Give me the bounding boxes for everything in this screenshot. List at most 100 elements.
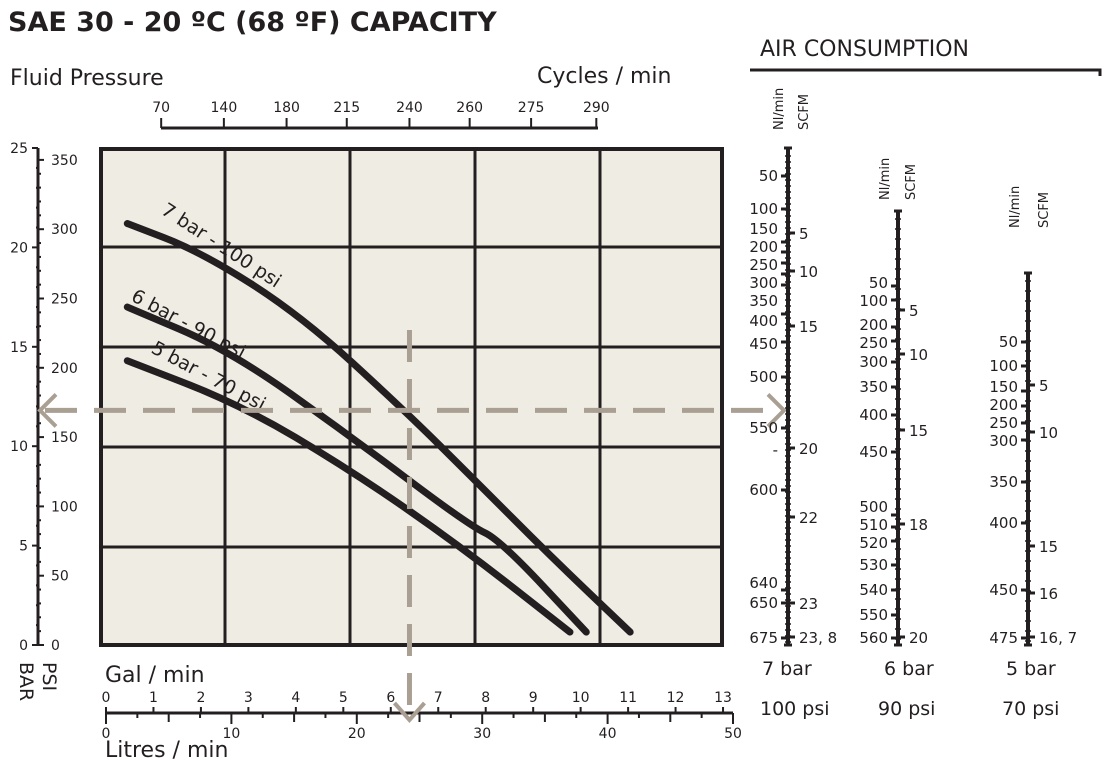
gal-tick-label: 12 <box>667 690 685 706</box>
nl-tick-label: 510 <box>859 516 888 534</box>
nl-tick-label: 500 <box>749 368 778 386</box>
gal-tick-label: 0 <box>102 690 111 706</box>
scfm-label: SCFM <box>797 94 812 130</box>
air-scale-bar-label: 6 bar <box>884 658 934 680</box>
chart-title: SAE 30 - 20 ºC (68 ºF) CAPACITY <box>8 7 497 38</box>
nl-tick-label: 300 <box>989 432 1018 450</box>
air-scale-bar-label: 7 bar <box>762 658 812 680</box>
psi-unit-label: PSI <box>38 662 60 691</box>
arrow-left-icon <box>37 393 58 428</box>
nl-tick-label: 450 <box>859 443 888 461</box>
nl-tick-label: 450 <box>989 581 1018 599</box>
nl-tick-label: 50 <box>999 333 1018 351</box>
gal-tick-label: 5 <box>339 690 348 706</box>
scfm-tick-label: 5 <box>799 225 809 243</box>
nl-tick-label: 50 <box>759 167 778 185</box>
arrow-right-icon <box>766 393 787 428</box>
air-scales: Nl/min SCFM501001502002503003504004505005… <box>749 88 1077 720</box>
gal-tick-label: 9 <box>529 690 538 706</box>
scfm-tick-label: 15 <box>909 422 928 440</box>
bar-unit-label: BAR <box>15 662 37 701</box>
cycles-tick-label: 215 <box>333 100 360 116</box>
nl-tick-label: 250 <box>989 414 1018 432</box>
cycles-tick-label: 240 <box>396 100 423 116</box>
scfm-tick-label: 10 <box>909 346 928 364</box>
gal-tick-label: 1 <box>149 690 158 706</box>
scfm-tick-label: 18 <box>909 516 928 534</box>
nl-tick-label: 400 <box>859 406 888 424</box>
scfm-tick-label: 10 <box>1039 424 1058 442</box>
bar-tick-label: 10 <box>10 439 28 455</box>
arrow-down-icon <box>392 701 426 724</box>
scfm-tick-label: 20 <box>799 440 818 458</box>
gal-tick-label: 10 <box>572 690 590 706</box>
y-axis-title: Fluid Pressure <box>10 66 164 91</box>
gal-tick-label: 6 <box>386 690 395 706</box>
gal-tick-label: 7 <box>434 690 443 706</box>
nl-tick-label: 350 <box>859 378 888 396</box>
scfm-tick-label: 15 <box>799 318 818 336</box>
litres-tick-label: 0 <box>102 726 111 742</box>
nl-tick-label: 540 <box>859 581 888 599</box>
nl-per-min-label: Nl/min <box>1008 186 1023 228</box>
nl-tick-label: 200 <box>749 238 778 256</box>
nl-tick-label: 50 <box>869 274 888 292</box>
scfm-tick-label: 5 <box>909 302 919 320</box>
psi-tick-label: 50 <box>51 569 69 585</box>
nl-tick-label: 100 <box>989 357 1018 375</box>
nl-tick-label: 500 <box>859 498 888 516</box>
gal-tick-label: 2 <box>196 690 205 706</box>
litres-axis-title: Litres / min <box>105 738 228 763</box>
air-title-rule <box>750 68 1102 76</box>
nl-tick-label: 640 <box>749 574 778 592</box>
litres-tick-label: 20 <box>348 726 366 742</box>
nl-tick-label: 350 <box>989 473 1018 491</box>
scfm-tick-label: 23 <box>799 595 818 613</box>
air-scale-psi-label: 90 psi <box>878 698 935 720</box>
gal-axis-title: Gal / min <box>105 663 205 688</box>
cycles-tick-label: 180 <box>273 100 300 116</box>
psi-tick-label: 0 <box>51 638 60 654</box>
nl-tick-label: 560 <box>859 629 888 647</box>
nl-tick-label: 675 <box>749 629 778 647</box>
psi-tick-label: 300 <box>51 222 78 238</box>
cycles-tick-label: 260 <box>456 100 483 116</box>
scfm-tick-label: 16, 7 <box>1039 629 1077 647</box>
series-curve-2 <box>123 357 574 636</box>
bar-tick-label: 5 <box>19 539 28 555</box>
scfm-tick-label: 5 <box>1039 377 1049 395</box>
nl-tick-label: 100 <box>859 292 888 310</box>
litres-tick-label: 30 <box>473 726 491 742</box>
nl-per-min-label: Nl/min <box>878 158 893 200</box>
cycles-tick-label: 275 <box>518 100 545 116</box>
air-scale-bar-label: 5 bar <box>1006 658 1056 680</box>
scfm-label: SCFM <box>904 164 919 200</box>
psi-tick-label: 350 <box>51 153 78 169</box>
nl-per-min-label: Nl/min <box>772 88 787 130</box>
nl-tick-label: 550 <box>749 419 778 437</box>
gal-tick-label: 11 <box>619 690 637 706</box>
nl-tick-label: 250 <box>749 256 778 274</box>
nl-tick-label: 200 <box>989 396 1018 414</box>
nl-tick-label: 300 <box>859 353 888 371</box>
scfm-label: SCFM <box>1037 192 1052 228</box>
nl-tick-label: 520 <box>859 534 888 552</box>
nl-tick-label: 450 <box>749 335 778 353</box>
nl-tick-label: 350 <box>749 292 778 310</box>
litres-tick-label: 50 <box>724 726 742 742</box>
nl-tick-label: 250 <box>859 334 888 352</box>
nl-tick-label: 550 <box>859 606 888 624</box>
nl-tick-label: 400 <box>989 514 1018 532</box>
gal-tick-label: 8 <box>481 690 490 706</box>
bar-tick-label: 15 <box>10 340 28 356</box>
cycles-tick-label: 140 <box>211 100 238 116</box>
litres-tick-label: 10 <box>222 726 240 742</box>
psi-tick-label: 250 <box>51 292 78 308</box>
air-scale-psi-label: 100 psi <box>760 698 830 720</box>
psi-tick-label: 150 <box>51 430 78 446</box>
scfm-tick-label: 23, 8 <box>799 629 837 647</box>
cycles-tick-label: 70 <box>152 100 170 116</box>
nl-tick-label: 100 <box>749 200 778 218</box>
